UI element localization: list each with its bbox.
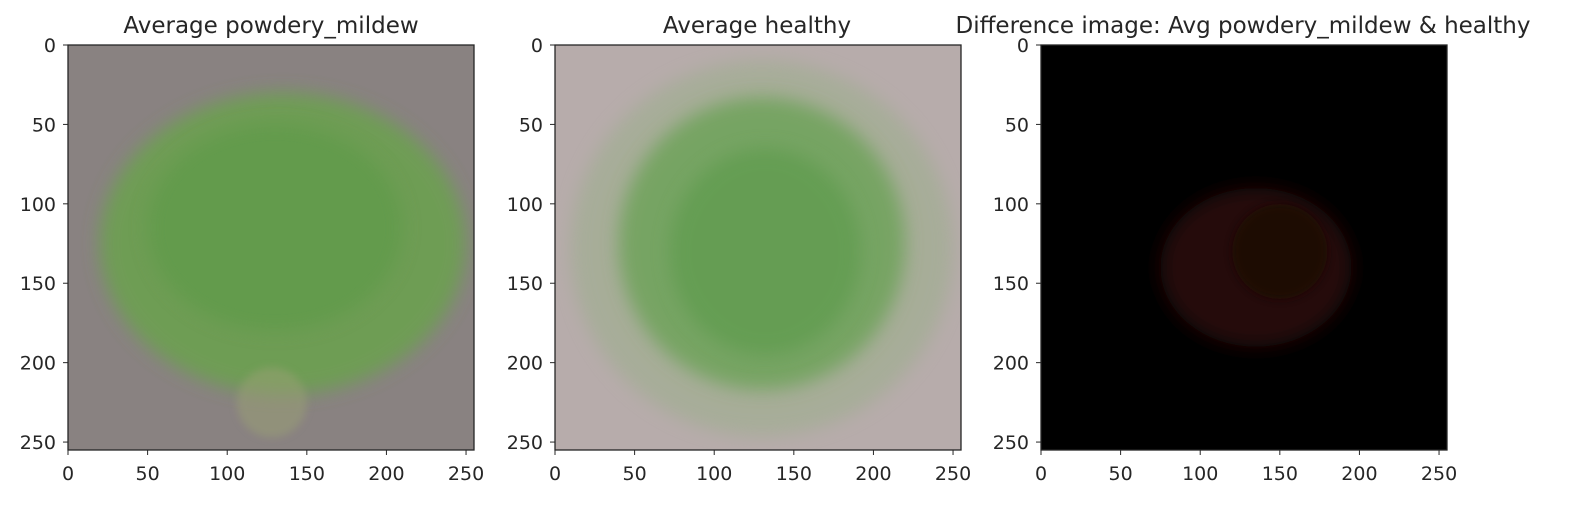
y-tick-label: 200 — [20, 353, 56, 375]
x-tick-label: 250 — [935, 463, 971, 485]
axes-frame — [67, 44, 475, 451]
y-tick-label: 150 — [507, 273, 543, 295]
y-tick-label: 50 — [519, 114, 543, 136]
y-tick-label: 100 — [993, 194, 1029, 216]
axes-frame — [1040, 44, 1448, 451]
y-tick-label: 0 — [44, 35, 56, 57]
y-tick-label: 200 — [507, 353, 543, 375]
chart-panel-2: Average healthy 0 50 100 150 200 250 0 50 100 150 2… — [507, 13, 971, 485]
y-tick-label: 0 — [1017, 35, 1029, 57]
leaf-core — [669, 148, 861, 355]
x-tick-label: 50 — [623, 463, 647, 485]
y-tick-label: 150 — [993, 273, 1029, 295]
x-tick-label: 100 — [1182, 463, 1218, 485]
x-tick-label: 0 — [62, 463, 74, 485]
x-tick-label: 250 — [1421, 463, 1457, 485]
image-area — [1041, 45, 1447, 450]
x-tick-label: 150 — [1262, 463, 1298, 485]
x-tick-label: 50 — [1109, 463, 1133, 485]
chart-panel-1: Average powdery_mildew 0 50 100 150 200 250 0 50… — [20, 13, 484, 485]
y-tick-label: 50 — [32, 114, 56, 136]
y-tick-label: 50 — [1005, 114, 1029, 136]
x-tick-label: 200 — [855, 463, 891, 485]
y-tick-label: 0 — [531, 35, 543, 57]
x-tick-label: 200 — [1341, 463, 1377, 485]
y-tick-label: 100 — [507, 194, 543, 216]
x-tick-label: 0 — [549, 463, 561, 485]
x-tick-label: 100 — [209, 463, 245, 485]
leaf-core — [147, 124, 403, 331]
chart-title: Average powdery_mildew — [123, 13, 418, 39]
image-area — [555, 45, 961, 450]
x-tick-label: 200 — [368, 463, 404, 485]
y-tick-label: 250 — [507, 432, 543, 454]
y-tick-label: 250 — [20, 432, 56, 454]
x-tick-label: 150 — [776, 463, 812, 485]
difference-core — [1232, 203, 1328, 300]
y-tick-label: 100 — [20, 194, 56, 216]
x-tick-label: 0 — [1035, 463, 1047, 485]
x-tick-label: 50 — [136, 463, 160, 485]
y-tick-label: 250 — [993, 432, 1029, 454]
chart-panel-3: Difference image: Avg powdery_mildew & h… — [955, 13, 1530, 485]
x-tick-label: 150 — [289, 463, 325, 485]
chart-title: Average healthy — [663, 13, 851, 39]
y-tick-label: 200 — [993, 353, 1029, 375]
y-tick-label: 150 — [20, 273, 56, 295]
x-tick-label: 250 — [448, 463, 484, 485]
chart-title: Difference image: Avg powdery_mildew & h… — [955, 13, 1530, 39]
image-area — [68, 45, 474, 450]
x-tick-label: 100 — [696, 463, 732, 485]
leaf-stem — [236, 367, 307, 438]
axes-frame — [554, 44, 962, 451]
